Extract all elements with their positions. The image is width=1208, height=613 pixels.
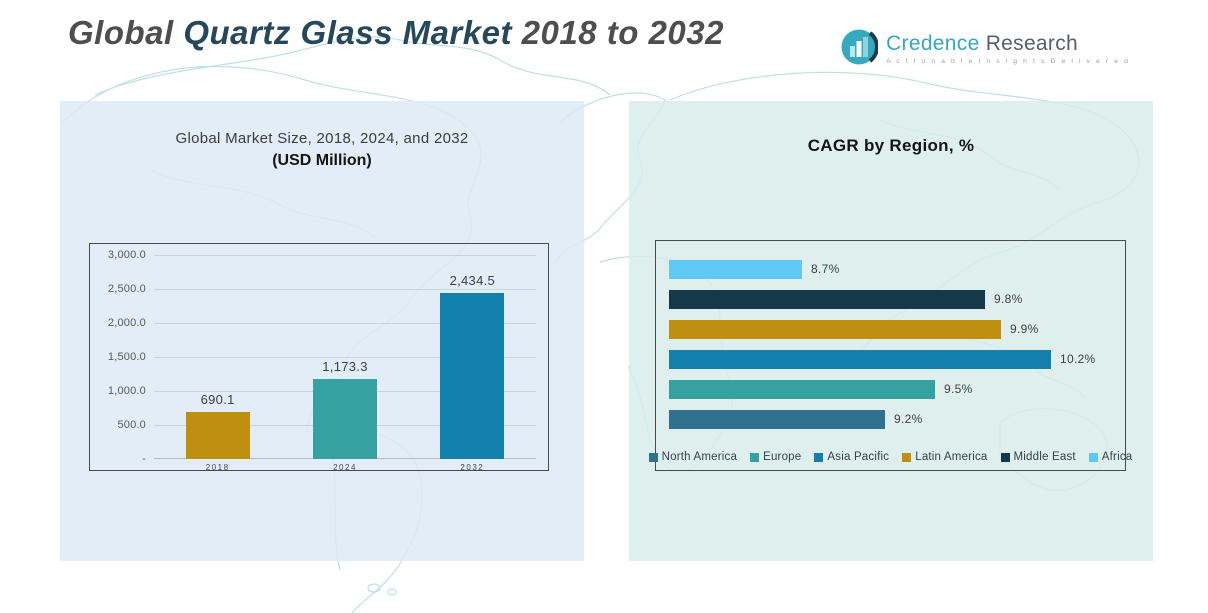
y-axis-tick-label: 500.0 xyxy=(117,419,146,431)
page-title-part3: 2018 to 2032 xyxy=(521,14,724,51)
market-size-bar-2024 xyxy=(313,379,377,459)
legend-swatch xyxy=(648,452,658,462)
legend-item-europe: Europe xyxy=(750,451,801,463)
bar-value-label: 690.1 xyxy=(200,392,235,407)
cagr-title-text: CAGR by Region, % xyxy=(807,136,975,155)
legend-item-latin-america: Latin America xyxy=(902,451,987,463)
market-size-chart-title: Global Market Size, 2018, 2024, and 2032… xyxy=(60,130,584,170)
legend-label: Europe xyxy=(763,451,802,463)
y-axis-tick-label: 1,000.0 xyxy=(107,385,146,397)
cagr-row-europe: 9.5% xyxy=(669,374,1117,404)
page-title-part1: Global xyxy=(68,14,184,51)
market-size-title-line1: Global Market Size, 2018, 2024, and 2032 xyxy=(175,130,469,147)
cagr-panel: CAGR by Region, % 8.7% 9.8% 9.9% 10.2% 9.5% 9… xyxy=(629,101,1153,561)
bar-value-label: 2,434.5 xyxy=(449,273,496,288)
cagr-row-asia-pacific: 10.2% xyxy=(669,344,1117,374)
legend-swatch xyxy=(902,452,912,462)
cagr-value-label: 9.8% xyxy=(994,292,1023,306)
cagr-bar xyxy=(669,259,802,279)
gridline xyxy=(154,255,536,256)
cagr-bar xyxy=(669,379,935,399)
legend-label: Africa xyxy=(1101,451,1133,463)
legend-label: Latin America xyxy=(915,451,988,463)
cagr-chart: 8.7% 9.8% 9.9% 10.2% 9.5% 9.2% North America E… xyxy=(648,240,1132,471)
x-axis-tick-label: 2032 xyxy=(460,463,485,472)
cagr-row-africa: 8.7% xyxy=(669,254,1117,284)
cagr-legend: North America Europe Asia Pacific Latin Ame… xyxy=(648,451,1132,463)
logo-brand-secondary: Research xyxy=(979,32,1078,55)
legend-swatch xyxy=(1088,452,1098,462)
credence-research-logo: Credence Research A c t i o n a b l e I … xyxy=(840,28,1130,66)
bar-value-label: 1,173.3 xyxy=(322,359,368,374)
legend-item-middle-east: Middle East xyxy=(1000,451,1076,463)
cagr-bar xyxy=(669,289,985,309)
legend-label: Asia Pacific xyxy=(827,451,890,463)
x-axis-tick-label: 2024 xyxy=(333,463,357,472)
logo-tagline: A c t i o n a b l e I n s i g h t s D e … xyxy=(886,58,1130,65)
bar-chart-circle-icon xyxy=(841,29,879,65)
cagr-value-label: 10.2% xyxy=(1060,352,1096,366)
page-title-part2: Quartz Glass Market xyxy=(183,14,522,51)
cagr-bars: 8.7% 9.8% 9.9% 10.2% 9.5% 9.2% xyxy=(669,254,1117,434)
market-size-x-axis: 2018 2024 2032 xyxy=(154,459,536,472)
logo-text: Credence Research A c t i o n a b l e I … xyxy=(886,28,1130,65)
cagr-row-middle-east: 9.8% xyxy=(669,284,1117,314)
market-size-bar-2018 xyxy=(185,412,250,459)
market-size-panel: Global Market Size, 2018, 2024, and 2032… xyxy=(60,101,584,561)
y-axis-tick-label: - xyxy=(142,453,146,465)
cagr-value-label: 8.7% xyxy=(811,262,840,276)
legend-label: North America xyxy=(661,451,738,463)
legend-item-north-america: North America xyxy=(648,451,738,463)
x-axis-tick-label: 2018 xyxy=(205,463,230,472)
y-axis-tick-label: 2,500.0 xyxy=(107,283,146,295)
y-axis-tick-label: 2,000.0 xyxy=(107,317,146,329)
legend-label: Middle East xyxy=(1013,451,1076,463)
market-size-bar-2032 xyxy=(440,293,505,459)
legend-item-asia-pacific: Asia Pacific xyxy=(814,451,889,463)
header: Global Quartz Glass Market 2018 to 2032 … xyxy=(0,0,1208,90)
cagr-bar xyxy=(669,319,1001,339)
cagr-bar xyxy=(669,349,1051,369)
legend-swatch xyxy=(750,452,760,462)
legend-item-africa: Africa xyxy=(1088,451,1133,463)
market-size-title-line2: (USD Million) xyxy=(272,152,372,169)
market-size-plot-area: 690.1 1,173.3 2,434.5 xyxy=(154,255,536,459)
market-size-chart: - 500.0 1,000.0 1,500.0 2,000.0 2,500.0 3,000.… xyxy=(89,243,549,472)
cagr-row-latin-america: 9.9% xyxy=(669,314,1117,344)
logo-brand-name: Credence Research xyxy=(886,32,1130,56)
cagr-value-label: 9.5% xyxy=(944,382,973,396)
market-size-y-axis: - 500.0 1,000.0 1,500.0 2,000.0 2,500.0 3,000.… xyxy=(90,249,146,465)
legend-swatch xyxy=(1000,452,1010,462)
y-axis-tick-label: 3,000.0 xyxy=(107,249,146,261)
cagr-row-north-america: 9.2% xyxy=(669,404,1117,434)
y-axis-tick-label: 1,500.0 xyxy=(107,351,146,363)
gridline xyxy=(154,289,536,290)
cagr-chart-title: CAGR by Region, % xyxy=(629,136,1153,156)
cagr-value-label: 9.2% xyxy=(894,412,923,426)
cagr-value-label: 9.9% xyxy=(1010,322,1039,336)
logo-brand-primary: Credence xyxy=(886,32,980,55)
cagr-bar xyxy=(669,409,885,429)
legend-swatch xyxy=(814,452,824,462)
page-title: Global Quartz Glass Market 2018 to 2032 xyxy=(68,14,724,52)
